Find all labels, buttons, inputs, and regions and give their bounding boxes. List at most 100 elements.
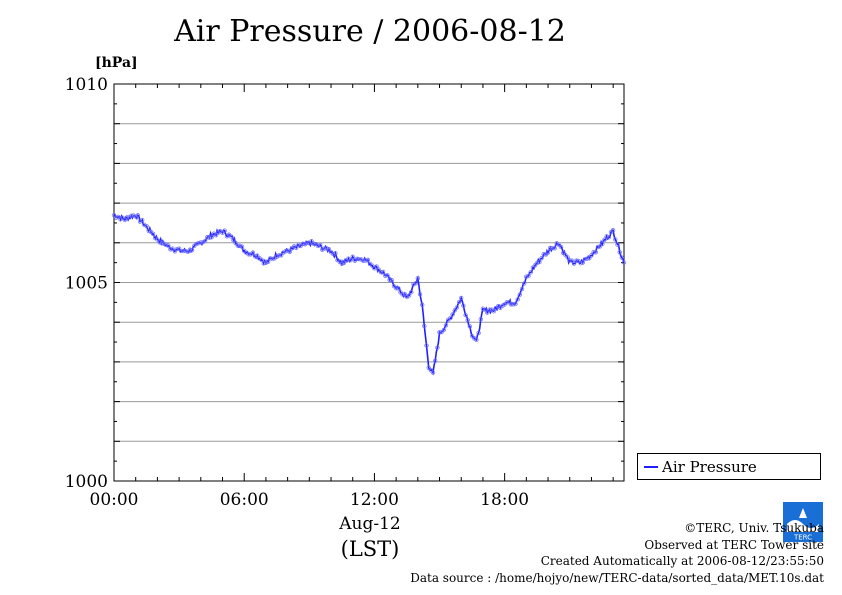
data-point — [535, 260, 540, 265]
x-axis-timezone-label: (LST) — [340, 537, 400, 561]
data-point — [322, 246, 327, 251]
data-point — [439, 329, 444, 335]
data-point — [255, 253, 260, 258]
data-point — [263, 260, 269, 266]
data-point — [517, 292, 522, 297]
data-point — [246, 252, 251, 257]
data-point — [231, 237, 236, 243]
data-point — [300, 241, 305, 246]
data-point — [406, 293, 412, 298]
credit-source: Data source : /home/hojyo/new/TERC-data/… — [410, 570, 824, 585]
data-point — [537, 259, 542, 265]
data-point — [380, 269, 386, 275]
x-tick-label: 12:00 — [350, 490, 399, 510]
data-point — [415, 276, 420, 281]
data-point — [370, 263, 375, 268]
data-point — [120, 215, 125, 220]
x-tick-label: 00:00 — [90, 490, 139, 510]
data-point — [545, 250, 551, 255]
data-point — [281, 250, 286, 255]
data-point — [166, 243, 171, 248]
data-point — [376, 267, 381, 272]
data-point — [480, 306, 486, 311]
data-point — [565, 255, 570, 260]
data-point — [482, 307, 488, 313]
data-point — [233, 240, 238, 245]
data-point — [454, 305, 460, 310]
data-point — [302, 242, 308, 247]
data-point — [571, 261, 577, 266]
data-point — [433, 358, 438, 363]
data-point — [285, 248, 290, 253]
data-point — [116, 214, 121, 220]
data-point — [597, 244, 603, 249]
data-point — [563, 252, 568, 258]
data-point — [463, 312, 468, 318]
axis-ticks: 1000 1005 1010 00:00 06:00 12:00 18:00 — [65, 75, 624, 510]
data-point — [476, 330, 481, 336]
data-point — [176, 246, 182, 251]
data-point — [339, 261, 345, 267]
data-point — [179, 248, 184, 254]
x-tick-label: 18:00 — [480, 490, 529, 510]
data-point — [159, 241, 164, 246]
data-point — [424, 343, 429, 348]
data-point — [135, 213, 141, 218]
data-point — [187, 247, 193, 252]
data-point — [413, 281, 418, 286]
data-point — [276, 253, 282, 258]
data-point — [278, 253, 284, 258]
data-point — [168, 247, 173, 252]
data-point — [207, 235, 212, 240]
data-point — [589, 253, 594, 258]
credit-site: Observed at TERC Tower site — [644, 537, 824, 552]
data-point — [487, 307, 492, 312]
data-point — [357, 256, 362, 262]
data-point — [511, 302, 516, 307]
data-point — [591, 250, 596, 255]
data-point — [294, 245, 299, 250]
y-axis-unit: [hPa] — [95, 55, 138, 71]
data-point — [485, 310, 490, 315]
data-point — [465, 317, 470, 323]
data-point — [209, 235, 214, 240]
data-point — [508, 302, 514, 307]
data-point — [513, 301, 518, 307]
data-point — [304, 240, 310, 246]
data-point — [218, 229, 223, 234]
data-point — [374, 264, 379, 269]
data-point — [142, 222, 147, 228]
data-point — [287, 249, 292, 254]
data-point — [129, 213, 134, 218]
data-point — [532, 263, 538, 268]
data-point — [270, 256, 275, 262]
data-point — [268, 256, 273, 261]
data-point — [315, 243, 321, 249]
data-point — [567, 258, 572, 263]
data-point — [333, 251, 338, 256]
data-point — [252, 254, 258, 259]
y-tick-label: 1010 — [65, 75, 108, 95]
data-point — [396, 286, 401, 291]
data-point — [450, 312, 455, 317]
data-point — [613, 237, 618, 242]
credit-created: Created Automatically at 2006-08-12/23:5… — [540, 554, 824, 568]
data-point — [341, 260, 347, 265]
y-tick-label: 1005 — [65, 274, 108, 294]
data-point — [441, 327, 447, 333]
data-point — [259, 257, 264, 262]
data-point — [378, 269, 384, 275]
data-point — [600, 241, 605, 247]
data-point — [222, 228, 227, 233]
data-point — [402, 291, 407, 297]
data-point — [122, 217, 128, 223]
data-point — [239, 244, 245, 249]
data-point — [133, 214, 138, 219]
data-point — [411, 282, 416, 287]
data-point — [296, 242, 301, 248]
credits: ©TERC, Univ. Tsukuba Observed at TERC To… — [410, 520, 824, 586]
data-point — [194, 241, 199, 247]
data-point — [478, 317, 483, 322]
x-tick-label: 06:00 — [220, 490, 269, 510]
